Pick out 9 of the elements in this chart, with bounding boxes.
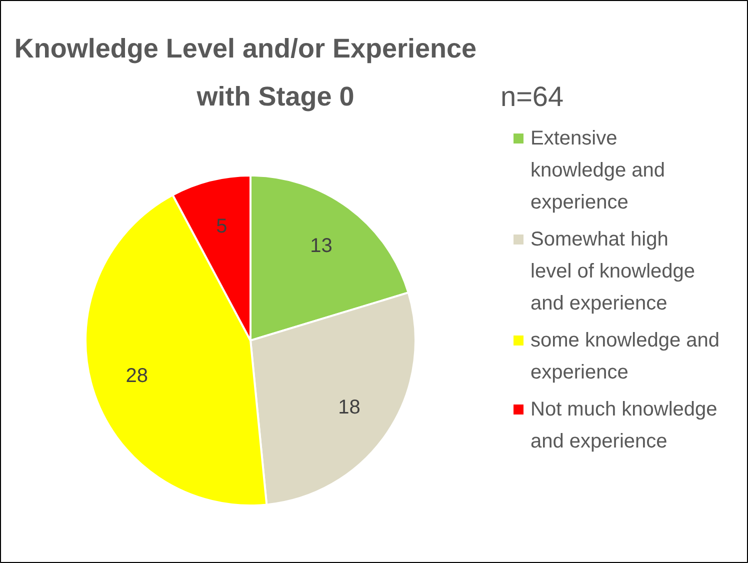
text: n=64: [500, 81, 564, 112]
data-label: 28: [126, 364, 148, 387]
legend-label: some knowledge and experience: [530, 330, 720, 384]
legend-label: Extensive knowledge and experience: [530, 128, 666, 214]
chart-title: Knowledge Level and/or Experience with Stage 0: [14, 34, 477, 112]
data-label: 5: [216, 215, 228, 238]
data-label: 18: [338, 396, 360, 418]
legend-label: Not much knowledge and experience: [530, 398, 718, 452]
data-label: 13: [310, 235, 332, 258]
